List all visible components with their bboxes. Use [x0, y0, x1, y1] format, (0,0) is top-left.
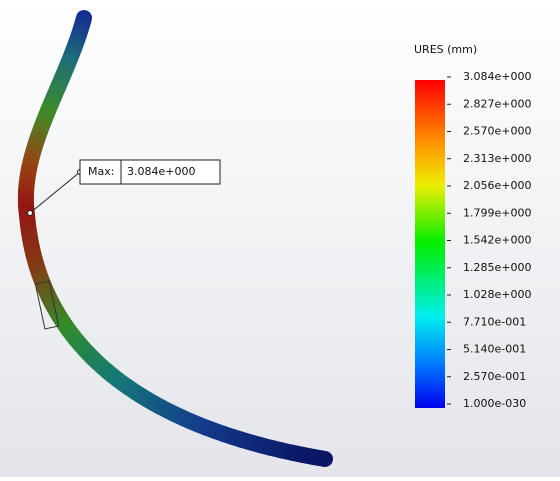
legend-label: 1.028e+000	[463, 288, 531, 301]
beam-segment	[314, 457, 325, 459]
legend-label: 1.000e-030	[463, 397, 526, 410]
annotation-label: Max:	[88, 165, 114, 178]
legend-label: 2.056e+000	[463, 179, 531, 192]
legend-title: URES (mm)	[414, 43, 477, 56]
max-point	[28, 211, 33, 216]
legend-label: 1.285e+000	[463, 261, 531, 274]
color-bar	[415, 80, 445, 408]
annotation-value: 3.084e+000	[127, 165, 195, 178]
legend-label: 1.799e+000	[463, 206, 531, 219]
legend-label: 3.084e+000	[463, 70, 531, 83]
legend-label: 2.570e-001	[463, 370, 526, 383]
legend-label: 7.710e-001	[463, 315, 526, 328]
legend-label: 2.827e+000	[463, 97, 531, 110]
result-view: Max: 3.084e+000 URES (mm) 3.084e+000 2.82…	[0, 0, 560, 477]
legend-label: 5.140e-001	[463, 343, 526, 356]
page: Max: 3.084e+000 URES (mm) 3.084e+000 2.82…	[0, 0, 560, 481]
legend-label: 2.570e+000	[463, 125, 531, 138]
legend-label: 2.313e+000	[463, 152, 531, 165]
legend-label: 1.542e+000	[463, 234, 531, 247]
